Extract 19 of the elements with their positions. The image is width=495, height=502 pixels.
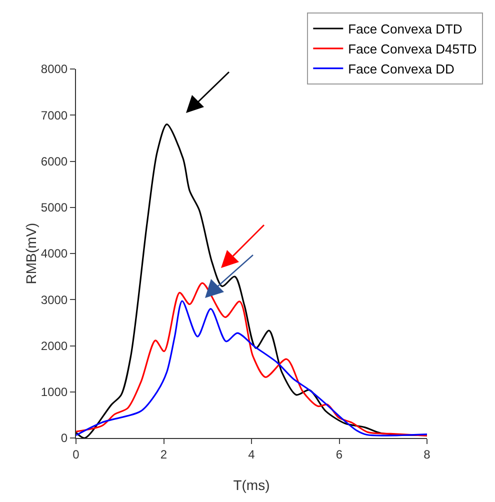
x-tick-label: 6 [336,447,343,462]
x-tick-label: 8 [424,447,431,462]
y-tick-label: 6000 [40,154,68,168]
x-axis-title: T(ms) [233,477,270,493]
legend-label: Face Convexa D45TD [348,41,477,56]
y-tick-label: 3000 [40,292,68,307]
y-tick-label: 8000 [40,62,68,76]
x-tick-label: 2 [160,447,168,462]
y-axis-title: RMB(mV) [22,222,39,284]
y-tick-label: 4000 [40,246,68,261]
y-tick-label: 5000 [40,200,68,215]
y-tick-label: 2000 [40,338,68,353]
legend-label: Face Convexa DD [348,61,454,76]
y-tick-label: 7000 [40,108,68,122]
y-tick-label: 0 [60,431,68,446]
x-tick-label: 4 [248,447,256,462]
legend-label: Face Convexa DTD [348,22,462,37]
y-tick-label: 1000 [40,385,68,400]
x-tick-label: 0 [72,447,80,462]
